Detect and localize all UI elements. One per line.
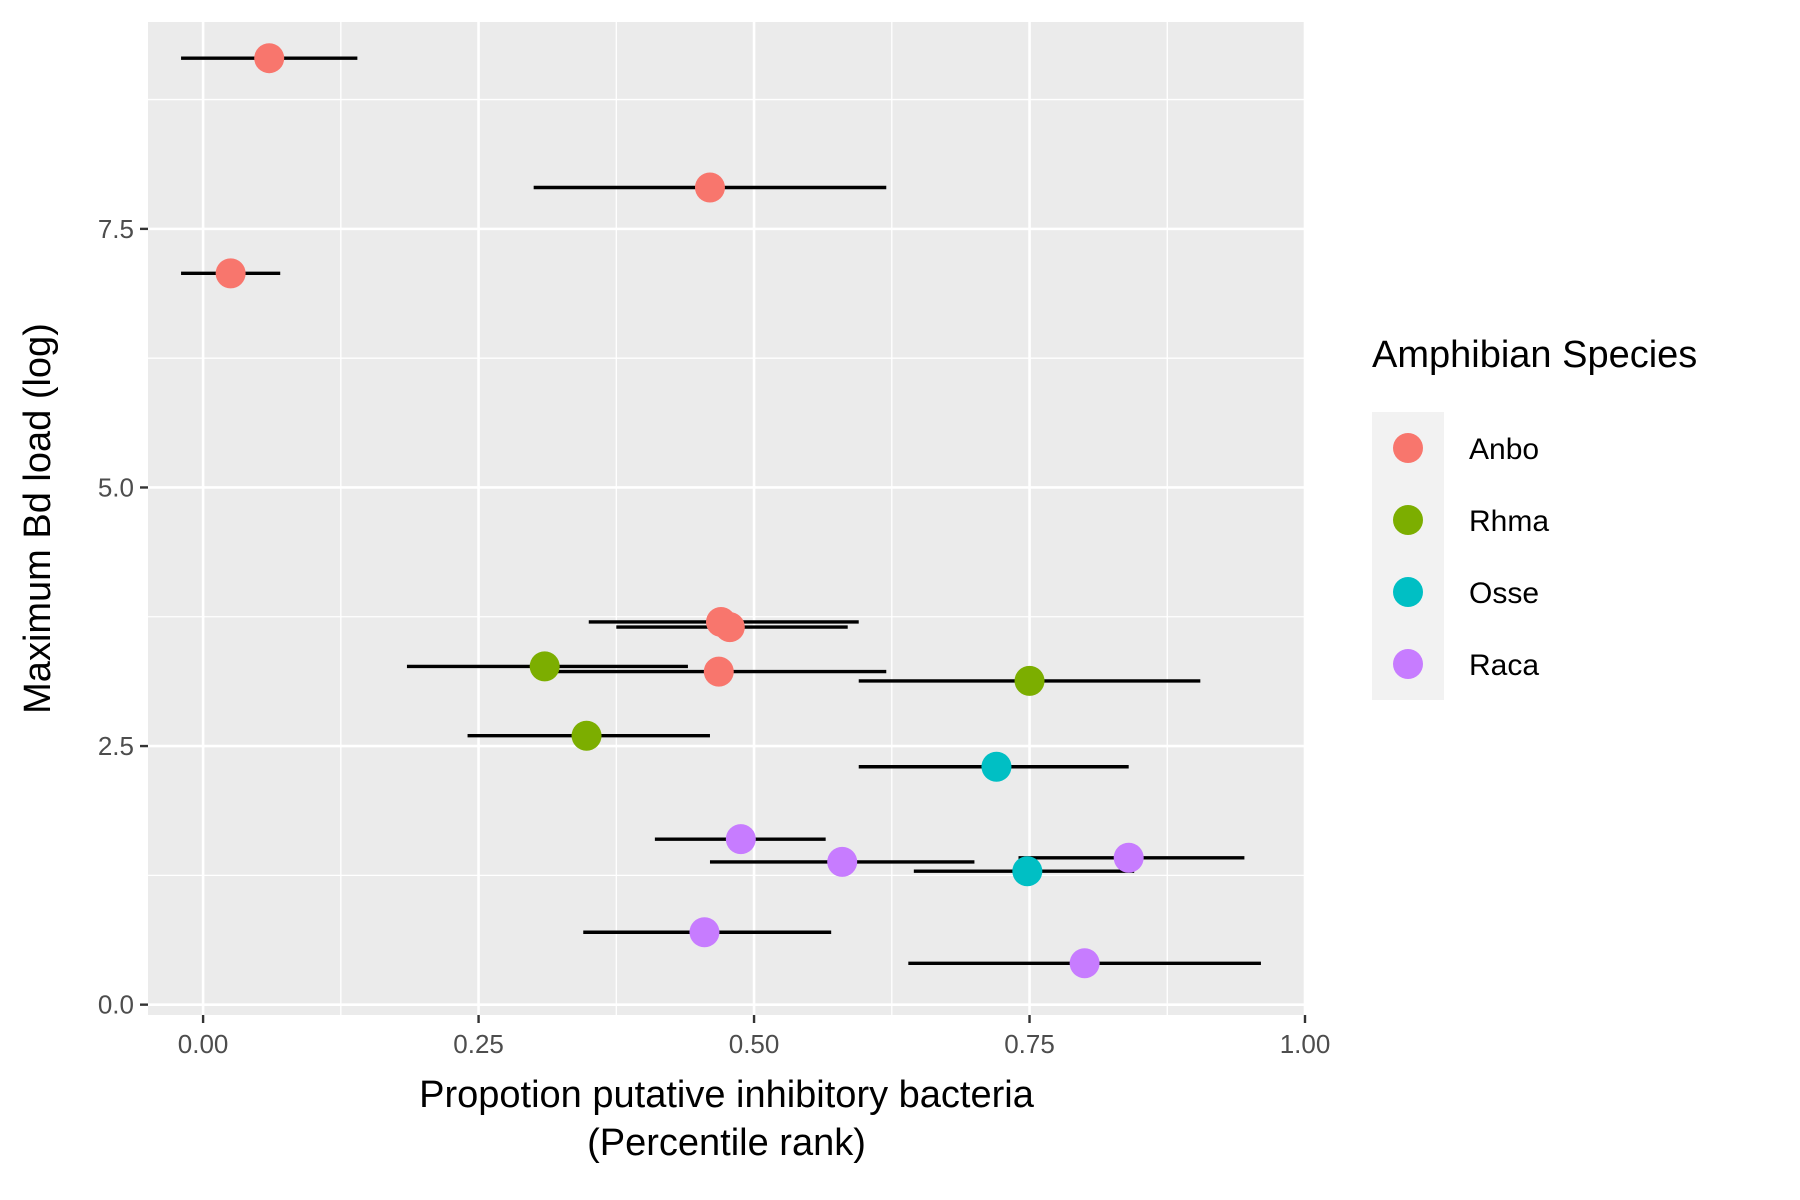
legend-label-osse: Osse — [1469, 577, 1539, 610]
y-tick-label: 0.0 — [98, 990, 134, 1020]
data-point-osse — [1012, 856, 1043, 887]
minor-gridlines — [148, 22, 1305, 1015]
data-point-anbo — [694, 172, 725, 203]
x-tick-label: 0.75 — [1004, 1029, 1055, 1059]
x-axis-title-line1: Propotion putative inhibitory bacteria — [419, 1074, 1035, 1116]
data-point-raca — [1069, 948, 1100, 979]
legend-key-raca — [1393, 649, 1423, 679]
legend-key-anbo — [1393, 433, 1423, 463]
data-point-raca — [1113, 842, 1144, 873]
data-point-rhma — [1014, 665, 1045, 696]
y-axis: 0.0 2.5 5.0 7.5 — [98, 214, 148, 1020]
data-point-rhma — [571, 720, 602, 751]
data-point-anbo — [254, 43, 285, 74]
x-axis-title-line2: (Percentile rank) — [587, 1122, 866, 1164]
legend-label-rhma: Rhma — [1469, 505, 1549, 538]
legend-title: Amphibian Species — [1372, 334, 1697, 376]
data-point-anbo — [703, 656, 734, 687]
data-point-anbo — [714, 612, 745, 643]
data-point-raca — [827, 846, 858, 877]
y-tick-label: 5.0 — [98, 472, 134, 502]
data-point-osse — [981, 751, 1012, 782]
legend-key-osse — [1393, 577, 1423, 607]
data-point-raca — [725, 824, 756, 855]
data-point-anbo — [215, 258, 246, 289]
y-axis-title: Maximum Bd load (log) — [17, 323, 59, 714]
data-point-rhma — [529, 651, 560, 682]
x-tick-label: 0.25 — [453, 1029, 504, 1059]
major-gridlines — [148, 22, 1307, 1015]
legend: Amphibian Species Anbo Rhma Osse Raca — [1372, 334, 1697, 700]
legend-key-rhma — [1393, 505, 1423, 535]
legend-entries: Anbo Rhma Osse Raca — [1393, 433, 1549, 682]
x-tick-label: 0.00 — [178, 1029, 229, 1059]
legend-label-anbo: Anbo — [1469, 433, 1539, 466]
data-points — [215, 43, 1144, 979]
y-tick-label: 2.5 — [98, 731, 134, 761]
x-axis: 0.00 0.25 0.50 0.75 1.00 — [178, 1015, 1331, 1059]
data-point-raca — [689, 917, 720, 948]
y-tick-label: 7.5 — [98, 214, 134, 244]
x-tick-label: 0.50 — [729, 1029, 780, 1059]
x-tick-label: 1.00 — [1280, 1029, 1331, 1059]
legend-label-raca: Raca — [1469, 649, 1539, 682]
